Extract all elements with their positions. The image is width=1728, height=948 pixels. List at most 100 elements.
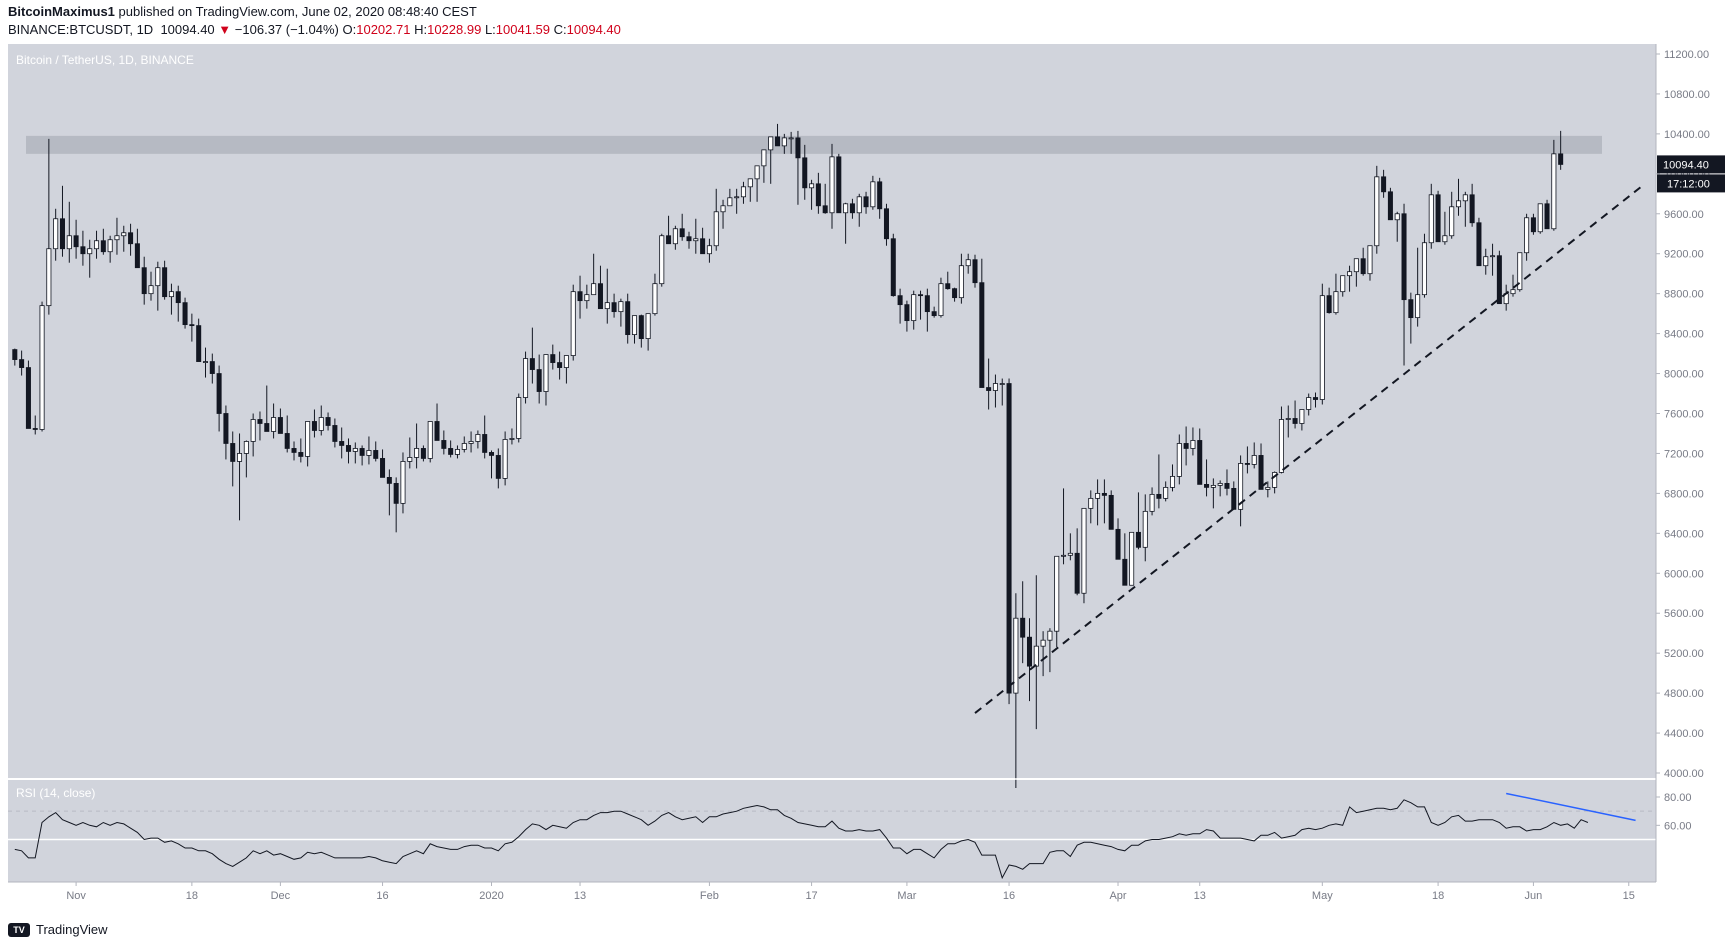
candle-body (53, 218, 59, 250)
candle-body (284, 433, 290, 449)
candle-body (141, 267, 147, 295)
candle-body (1278, 419, 1284, 473)
price-tick-label: 4400.00 (1664, 728, 1704, 740)
candle-body (1217, 483, 1223, 486)
candle (73, 219, 79, 259)
tradingview-logo-icon: TV (8, 922, 30, 937)
candle-body (1135, 531, 1141, 548)
candle-body (1197, 440, 1203, 485)
candle (87, 239, 93, 278)
candle (1510, 274, 1516, 297)
candle-body (168, 291, 174, 298)
candle (843, 202, 849, 244)
candle-body (550, 354, 556, 363)
candle-body (488, 452, 495, 456)
candle (80, 230, 86, 266)
candle-body (1013, 617, 1019, 694)
trendline-dashed (974, 185, 1644, 714)
price-tick-label: 10800.00 (1664, 89, 1710, 101)
candle (1129, 531, 1135, 586)
candle (141, 256, 147, 305)
candle (1101, 479, 1107, 524)
candle (1299, 409, 1305, 431)
candle-body (618, 301, 624, 313)
candle (1006, 378, 1012, 705)
candle-body (863, 196, 869, 208)
candle (938, 277, 944, 318)
candle (1088, 490, 1094, 524)
time-axis[interactable]: Nov 18 Dec 16 2020 13 Feb 17 Mar 16 Apr 13 May 18 Jun 1… (8, 881, 1656, 910)
candle (659, 233, 665, 287)
candle (986, 358, 992, 410)
price-tick-label: 9600.00 (1664, 209, 1704, 221)
candle-body (1442, 235, 1448, 243)
candle (584, 284, 590, 309)
footer-brand[interactable]: TV TradingView (8, 922, 108, 937)
close-label: C: (553, 22, 567, 37)
candle-body (727, 197, 733, 207)
candle-body (938, 283, 944, 317)
candle-body (557, 362, 563, 368)
candle (911, 290, 917, 330)
last-price-tag-text: 10094.40 (1663, 159, 1709, 171)
candle-body (196, 325, 202, 362)
open-label: O: (342, 22, 357, 37)
candle-body (843, 203, 849, 214)
candle-body (529, 358, 535, 370)
candle (1142, 494, 1148, 562)
candle (94, 230, 100, 259)
candle (1278, 406, 1284, 474)
candle-body (352, 448, 358, 452)
candle (223, 405, 229, 460)
candle (727, 188, 733, 207)
candle (1496, 250, 1502, 305)
candle-body (883, 208, 889, 240)
time-tick-label: Nov (66, 890, 86, 902)
candle-body (1421, 242, 1427, 296)
candle-body (516, 397, 522, 439)
candle-body (1210, 484, 1216, 488)
candle-body (904, 304, 910, 322)
candle-body (482, 434, 488, 453)
candle (250, 413, 256, 457)
author-name[interactable]: BitcoinMaximus1 (8, 4, 115, 19)
candle-body (373, 450, 379, 459)
candle (53, 208, 59, 261)
candle (1095, 479, 1101, 526)
candle (625, 293, 631, 344)
candle (32, 415, 38, 435)
candle (168, 283, 174, 315)
candle-body (761, 149, 767, 167)
candle-body (162, 267, 168, 298)
candle (815, 172, 821, 214)
candle (1265, 481, 1271, 498)
candle-body (918, 294, 924, 297)
candle-body (686, 236, 692, 242)
candle-body (407, 457, 413, 462)
candle-body (1517, 252, 1523, 291)
candle-body (706, 245, 712, 255)
candle (107, 235, 113, 263)
rsi-axis[interactable]: 60.00 80.00 (8, 792, 1692, 841)
candle-body (155, 267, 161, 287)
candle (611, 293, 617, 318)
candle (781, 133, 787, 154)
candle-body (264, 423, 270, 432)
candle-body (1306, 397, 1312, 410)
candle (1394, 211, 1400, 242)
candle (148, 271, 154, 301)
candle (604, 268, 610, 324)
candle (1047, 628, 1053, 673)
candle (1074, 528, 1080, 596)
candle-body (734, 196, 740, 199)
candle (414, 423, 420, 469)
candle-body (645, 313, 651, 339)
candle (795, 130, 801, 205)
candle-body (693, 238, 699, 242)
price-axis[interactable]: 4000.00 4400.00 4800.00 5200.00 5600.00 6000.… (1656, 49, 1710, 780)
candle (1210, 478, 1216, 509)
time-tick-label: Feb (700, 890, 719, 902)
candle (427, 421, 433, 463)
candle (720, 199, 726, 229)
